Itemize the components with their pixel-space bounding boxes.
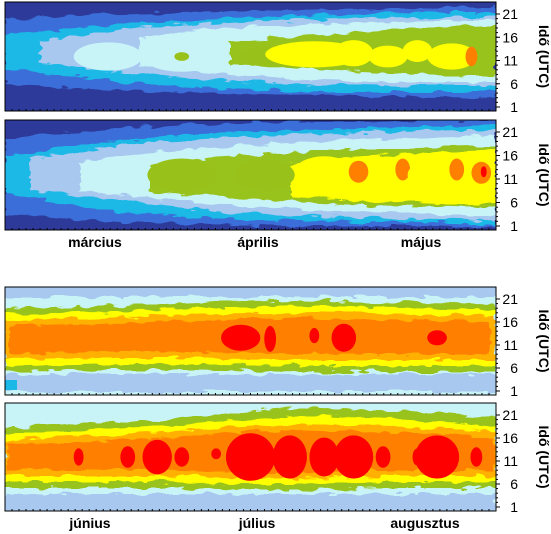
y-tick-label: 16 bbox=[502, 148, 518, 164]
heat-blob bbox=[309, 437, 339, 477]
heat-blob bbox=[333, 435, 374, 479]
y-axis-label: Idő (UTC) bbox=[536, 144, 551, 207]
heat-blob bbox=[395, 158, 411, 181]
y-tick-label: 1 bbox=[510, 499, 518, 515]
y-tick-label: 1 bbox=[510, 218, 518, 234]
heat-blob bbox=[480, 166, 487, 178]
heat-blob bbox=[264, 325, 277, 352]
heat-blob bbox=[333, 40, 374, 67]
heat-blob bbox=[368, 45, 408, 68]
heat-blob bbox=[414, 435, 460, 479]
heat-blob bbox=[427, 330, 447, 346]
heat-blob bbox=[348, 160, 369, 183]
heat-blob bbox=[73, 448, 84, 466]
panel-summer-2 bbox=[4, 402, 497, 512]
heat-blob bbox=[73, 42, 143, 71]
heat-blob bbox=[402, 40, 433, 62]
x-tick-label: augusztus bbox=[390, 515, 459, 531]
y-tick-label: 6 bbox=[510, 76, 518, 92]
heat-blob bbox=[272, 435, 307, 479]
y-tick-label: 11 bbox=[503, 337, 518, 353]
heat-blob bbox=[465, 46, 478, 67]
panel-summer-1 bbox=[4, 286, 497, 396]
x-tick-label: május bbox=[401, 234, 442, 250]
panel-spring-2 bbox=[4, 119, 497, 231]
y-tick-label: 11 bbox=[503, 171, 518, 187]
y-tick-label: 11 bbox=[503, 453, 518, 469]
panel-spring-1 bbox=[4, 1, 497, 112]
heat-blob bbox=[375, 446, 391, 468]
y-tick-label: 16 bbox=[502, 29, 518, 45]
heat-blob bbox=[147, 158, 217, 192]
x-tick-label: március bbox=[68, 234, 122, 250]
heat-blob bbox=[427, 43, 477, 70]
y-axis-label: Idő (UTC) bbox=[536, 426, 551, 489]
heat-blob bbox=[142, 439, 172, 475]
heat-blob bbox=[174, 447, 190, 467]
heat-blob bbox=[174, 52, 190, 61]
heat-blob bbox=[449, 158, 465, 181]
x-tick-label: július bbox=[238, 515, 276, 531]
y-tick-label: 6 bbox=[510, 195, 518, 211]
band bbox=[5, 380, 17, 390]
y-tick-label: 1 bbox=[510, 383, 518, 399]
heat-blob bbox=[309, 328, 320, 344]
heat-blob bbox=[235, 159, 295, 191]
heat-blob bbox=[221, 324, 261, 351]
y-tick-label: 21 bbox=[502, 6, 518, 22]
y-tick-label: 11 bbox=[503, 53, 518, 69]
heat-blob bbox=[294, 156, 354, 188]
x-tick-label: június bbox=[68, 515, 110, 531]
y-axis-label: Idő (UTC) bbox=[536, 310, 551, 373]
y-tick-label: 21 bbox=[502, 124, 518, 140]
heat-blob bbox=[120, 446, 136, 468]
y-tick-label: 21 bbox=[502, 407, 518, 423]
heat-blob bbox=[407, 157, 477, 193]
heat-blob bbox=[331, 323, 357, 352]
y-tick-label: 1 bbox=[510, 99, 518, 115]
x-tick-label: április bbox=[237, 234, 278, 250]
band bbox=[5, 374, 496, 392]
y-tick-label: 6 bbox=[510, 476, 518, 492]
band bbox=[5, 287, 496, 297]
heat-blob bbox=[211, 448, 222, 460]
y-tick-label: 21 bbox=[502, 291, 518, 307]
y-tick-label: 16 bbox=[502, 430, 518, 446]
heat-blob bbox=[470, 447, 483, 467]
band bbox=[5, 494, 496, 511]
y-axis-label: Idő (UTC) bbox=[536, 25, 551, 88]
y-tick-label: 16 bbox=[502, 314, 518, 330]
y-tick-label: 6 bbox=[510, 360, 518, 376]
heat-blob bbox=[225, 433, 276, 481]
